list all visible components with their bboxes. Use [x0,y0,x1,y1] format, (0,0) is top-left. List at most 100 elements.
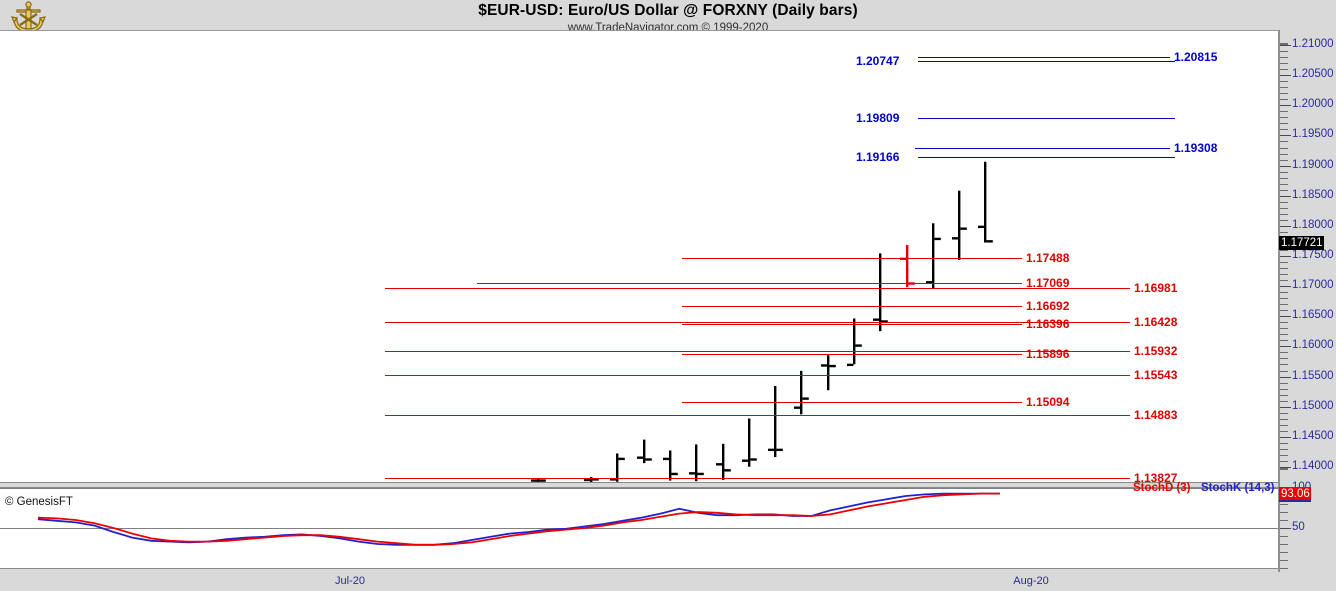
price-axis-right[interactable]: 1.21000 1.20500 1.20000 1.19500 1.19000 1.185… [1278,30,1336,572]
ohlc-bar[interactable] [716,443,731,480]
price-axis-minor-tick [1280,468,1288,470]
panel-divider [0,482,1278,488]
resistance-line[interactable] [918,156,1175,158]
price-axis-minor-tick [1280,69,1288,71]
support-line[interactable] [682,323,1022,325]
ohlc-bar[interactable] [873,253,888,332]
ohlc-bar[interactable] [531,478,546,483]
support-line[interactable] [682,402,1022,403]
ohlc-bar[interactable] [847,318,862,367]
price-axis-minor-tick [1280,42,1288,44]
resistance-line[interactable] [915,148,1170,150]
price-axis-label: 1.20000 [1292,98,1334,111]
time-axis-label: Aug-20 [1013,575,1049,587]
support-line[interactable] [385,478,1130,480]
support-line[interactable] [385,321,1130,323]
ohlc-bar[interactable] [794,370,809,415]
price-axis-label: 1.21000 [1292,38,1334,51]
resistance-line[interactable] [918,61,1175,63]
support-line[interactable] [477,282,1022,284]
stochastic-legend-k[interactable]: StochK (14,3) [1201,482,1275,494]
support-label: 1.15543 [1134,367,1178,382]
price-axis-minor-tick [1280,370,1288,372]
price-axis-minor-tick [1280,292,1288,294]
ohlc-bar[interactable] [768,385,783,458]
price-axis-minor-tick [1280,382,1288,384]
ohlc-bar[interactable] [663,450,678,481]
stochastic-axis-minor-tick [1280,536,1288,537]
price-axis-minor-tick [1280,394,1288,396]
ohlc-bar[interactable] [610,453,625,482]
stochastic-gridline [0,488,1278,489]
price-axis-minor-tick [1280,340,1288,342]
support-line[interactable] [385,288,1130,290]
price-axis-minor-tick [1280,219,1288,221]
price-axis-label: 1.17000 [1292,279,1334,292]
price-axis-minor-tick [1280,147,1288,149]
ohlc-bar[interactable] [821,355,836,391]
support-line[interactable] [682,353,1022,355]
price-axis-tick [1280,195,1291,197]
stochastic-axis-minor-tick [1280,520,1288,521]
price-axis-minor-tick [1280,249,1288,251]
price-axis-tick [1280,225,1291,227]
price-axis-minor-tick [1280,99,1288,101]
price-axis-minor-tick [1280,153,1288,155]
price-axis-minor-tick [1280,123,1288,125]
price-axis-minor-tick [1280,310,1288,312]
vendor-watermark: © GenesisFT [5,496,73,508]
ohlc-bar[interactable] [742,418,757,467]
time-axis[interactable]: Jul-20 Aug-20 [0,572,1336,591]
ohlc-bar[interactable] [900,244,915,288]
ohlc-bar[interactable] [926,223,941,289]
resistance-line[interactable] [918,117,1175,119]
stochastic-legend-d[interactable]: StochD (3) [1133,482,1191,494]
stochastic-gridline [0,528,1278,529]
support-line[interactable] [385,414,1130,416]
support-line[interactable] [385,351,1130,353]
resistance-label: 1.19166 [856,149,900,164]
ohlc-bar[interactable] [584,476,599,483]
support-line[interactable] [682,257,1022,259]
page-title: $EUR-USD: Euro/US Dollar @ FORXNY (Daily… [478,2,858,19]
resistance-label: 1.19809 [856,110,900,125]
price-axis-minor-tick [1280,159,1288,161]
stoch-k-curve [37,492,1000,546]
price-axis-label: 1.18000 [1292,218,1334,231]
price-axis-label: 1.14000 [1292,459,1334,472]
price-chart-panel[interactable]: © GenesisFT 1.17488 1.17069 1.16981 1.16692… [0,30,1278,508]
support-line[interactable] [682,305,1022,307]
resistance-line[interactable] [918,57,1170,59]
price-axis-minor-tick [1280,63,1288,65]
price-axis-tick [1280,316,1291,318]
support-label: 1.16981 [1134,281,1178,296]
price-axis-minor-tick [1280,418,1288,420]
stochastic-axis-minor-tick [1280,504,1288,505]
price-axis-tick [1280,376,1291,378]
support-label: 1.13827 [1134,471,1178,486]
ohlc-bar[interactable] [978,161,993,243]
support-label: 1.16428 [1134,314,1178,329]
price-axis-tick [1280,346,1291,348]
stochastic-panel[interactable] [0,488,1278,569]
price-axis-minor-tick [1280,117,1288,119]
price-axis-tick [1280,105,1291,107]
price-axis-minor-tick [1280,388,1288,390]
price-axis-minor-tick [1280,171,1288,173]
last-price-badge: 1.17721 [1279,235,1324,250]
ohlc-bar[interactable] [689,444,704,482]
price-axis-tick [1280,256,1291,257]
support-label: 1.16692 [1026,298,1070,313]
price-axis-tick [1280,165,1291,167]
price-axis-minor-tick [1280,87,1288,89]
price-axis-tick [1280,45,1291,47]
support-label: 1.17488 [1026,250,1070,265]
ohlc-bar[interactable] [952,190,967,261]
support-line[interactable] [385,374,1130,376]
price-axis-minor-tick [1280,81,1288,83]
price-axis-minor-tick [1280,231,1288,233]
ohlc-bar[interactable] [637,439,652,464]
price-axis-minor-tick [1280,177,1288,179]
price-axis-minor-tick [1280,352,1288,354]
price-axis-minor-tick [1280,460,1288,462]
